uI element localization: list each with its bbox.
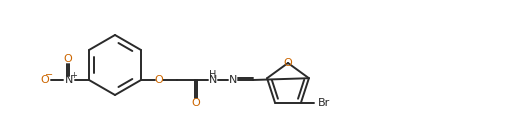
Text: H: H (209, 70, 217, 80)
Text: N: N (229, 75, 237, 85)
Text: O: O (154, 75, 164, 85)
Text: O: O (64, 54, 73, 64)
Text: O: O (283, 58, 293, 68)
Text: N: N (65, 75, 73, 85)
Text: O: O (41, 75, 49, 85)
Text: O: O (192, 98, 200, 108)
Text: Br: Br (318, 98, 330, 108)
Text: +: + (71, 72, 77, 81)
Text: −: − (45, 70, 53, 80)
Text: N: N (209, 75, 217, 85)
